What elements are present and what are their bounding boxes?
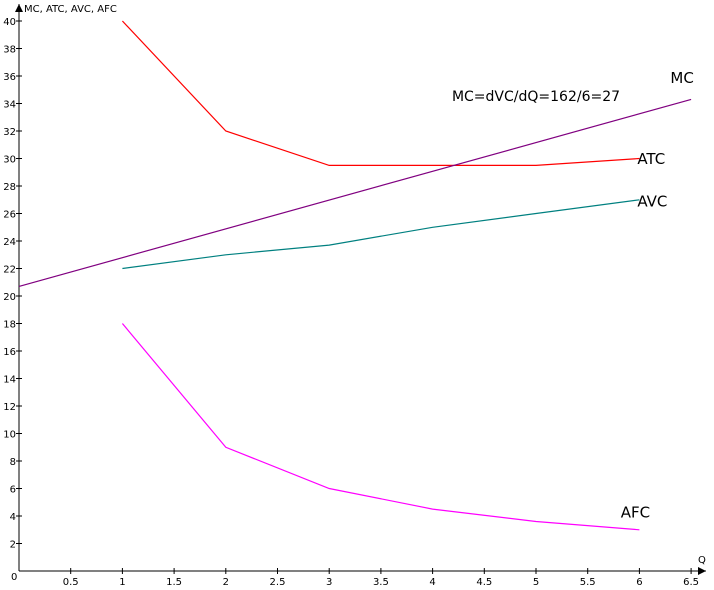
y-tick-label: 20: [3, 292, 16, 303]
y-tick-label: 26: [3, 210, 16, 221]
mc-series-label: MC: [670, 69, 693, 87]
afc-line: [121, 323, 640, 531]
x-tick-label: 4: [429, 577, 435, 588]
x-tick-label: 2.5: [270, 577, 286, 588]
y-tick-label: 30: [3, 155, 16, 166]
y-tick-label: 40: [3, 17, 16, 28]
y-tick-label: 38: [3, 45, 16, 56]
series-lines: [18, 20, 692, 531]
y-tick-label: 2: [10, 540, 16, 551]
y-tick-label: 12: [3, 402, 16, 413]
y-tick-label: 22: [3, 265, 16, 276]
y-tick-label: 16: [3, 347, 16, 358]
atc-series-label: ATC: [637, 150, 665, 168]
mc-line: [18, 98, 692, 287]
avc-series-label: AVC: [637, 193, 667, 211]
y-tick-label: 36: [3, 72, 16, 83]
afc-series-label: AFC: [621, 503, 650, 521]
y-tick-label: 28: [3, 182, 16, 193]
axes: MC, ATC, AVC, AFC Q 0: [11, 4, 706, 583]
y-axis-arrow: [15, 4, 23, 12]
ticks: 0.5 1 1.5 2 2.5 3 3.5 4 4.5 5 5.5 6 6.52468101214161…: [3, 17, 699, 588]
x-axis-arrow: [698, 567, 706, 575]
mc-formula-annotation: MC=dVC/dQ=162/6=27: [452, 89, 620, 105]
y-tick-label: 24: [3, 237, 16, 248]
avc-line: [122, 199, 640, 270]
x-tick-label: 5: [533, 577, 539, 588]
origin-label: 0: [11, 572, 17, 583]
y-tick-label: 34: [3, 100, 16, 111]
y-tick-label: 4: [10, 512, 16, 523]
x-tick-label: 3.5: [373, 577, 389, 588]
x-tick-label: 2: [223, 577, 229, 588]
y-tick-label: 18: [3, 320, 16, 331]
x-tick-label: 1: [119, 577, 125, 588]
x-tick-label: 6.5: [683, 577, 699, 588]
x-tick-label: 1.5: [166, 577, 182, 588]
y-tick-label: 10: [3, 430, 16, 441]
y-axis-label: MC, ATC, AVC, AFC: [24, 4, 117, 15]
atc-line: [121, 20, 640, 166]
x-tick-label: 4.5: [476, 577, 492, 588]
x-tick-label: 5.5: [580, 577, 596, 588]
y-tick-label: 32: [3, 127, 16, 138]
x-tick-label: 3: [326, 577, 332, 588]
y-tick-label: 14: [3, 375, 16, 386]
x-tick-label: 0.5: [63, 577, 79, 588]
y-tick-label: 6: [10, 485, 16, 496]
x-axis-label: Q: [698, 555, 706, 566]
y-tick-label: 8: [10, 457, 16, 468]
x-tick-label: 6: [636, 577, 642, 588]
series-labels: MC ATC AVC AFC MC=dVC/dQ=162/6=27: [452, 69, 694, 522]
